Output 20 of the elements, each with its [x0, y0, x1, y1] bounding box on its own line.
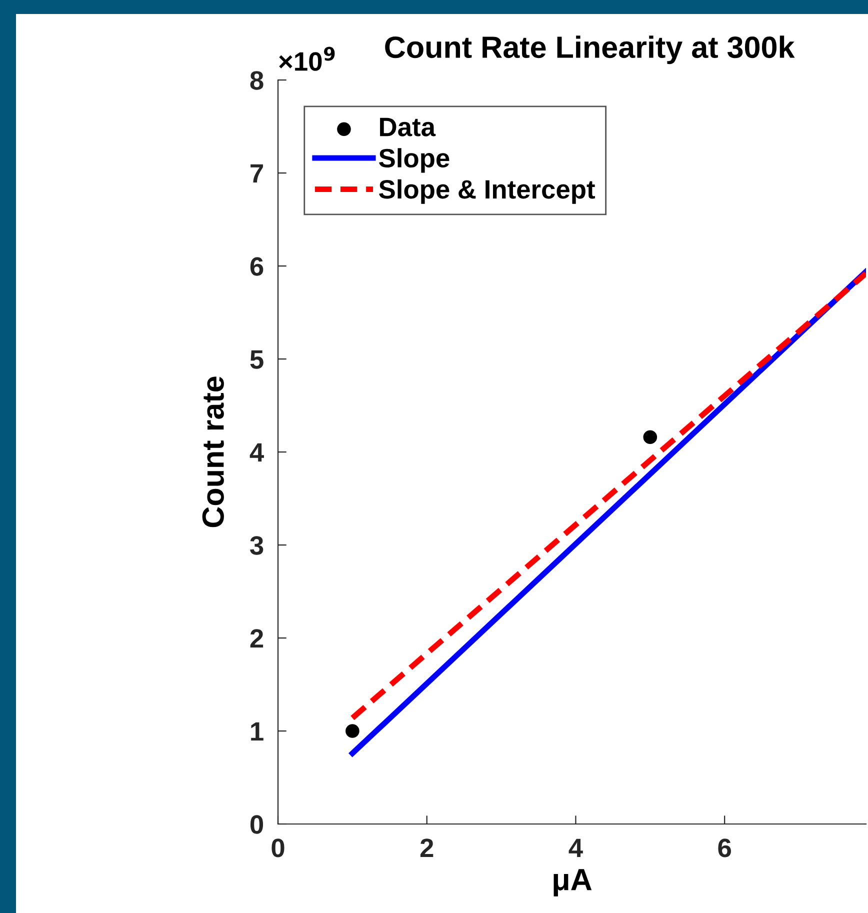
y-tick-label: 1	[251, 722, 264, 741]
y-tick-label: 7	[250, 164, 263, 183]
text: ×10$^{9}$	[279, 46, 335, 71]
x-tick-label: 4	[568, 838, 583, 858]
y-tick-label: 2	[250, 629, 264, 648]
x-axis-title: μA	[554, 869, 592, 896]
legend-label: Data	[380, 118, 436, 136]
x-tick-label: 6	[718, 838, 731, 858]
x-tick-label: 0	[272, 838, 284, 858]
y-tick-label: 5	[250, 350, 264, 369]
legend-label: Slope & Intercept	[379, 179, 595, 204]
chart-title: Count Rate Linearity at 300k	[385, 36, 795, 64]
y-tick-label: 8	[250, 71, 264, 90]
y-axis-title: Count rate	[202, 376, 224, 528]
y-tick-label: 6	[250, 257, 264, 276]
legend-label: Slope	[379, 148, 450, 173]
x-tick-label: 2	[420, 838, 434, 858]
y-tick-label: 3	[250, 536, 264, 555]
y-tick-label: 0	[250, 815, 264, 834]
y-tick-label: 4	[250, 443, 264, 462]
